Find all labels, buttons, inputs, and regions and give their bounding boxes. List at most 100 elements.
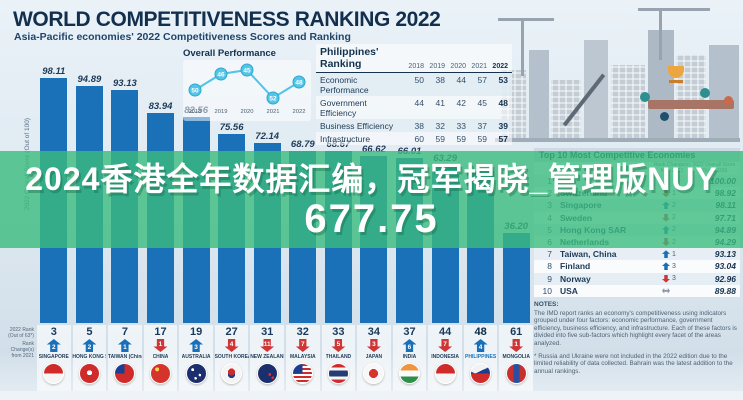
top10-row: 8 Finland 3 93.04 xyxy=(534,260,740,273)
economy-column: 3 2 SINGAPORE xyxy=(37,325,71,391)
economy-column: 71 TAIWAN (China) xyxy=(108,325,142,391)
ph-factor-value: 44 xyxy=(414,97,424,108)
crane-icon xyxy=(498,18,554,21)
notes: NOTES: The IMD report ranks an economy's… xyxy=(534,301,738,380)
ph-factor-value: 32 xyxy=(435,120,445,131)
economy-column: 37 6 INDIA xyxy=(392,325,427,391)
flag-australia-icon xyxy=(185,363,207,384)
line-chart-canvas: 50 2018 46 2019 45 2020 52 2021 48 2022 xyxy=(183,60,311,121)
notes-title: NOTES: xyxy=(534,301,559,308)
flag-mongolia-icon xyxy=(505,363,527,384)
flag-malaysia-icon xyxy=(292,363,314,384)
ph-factor-value: 60 xyxy=(414,133,424,144)
economy-column: 32 7 MALAYSIA xyxy=(286,325,320,391)
score-value-label: 72.14 xyxy=(255,130,280,142)
building-shape xyxy=(611,65,645,140)
ph-factor-value: 59 xyxy=(456,133,466,144)
rank-2022: 27 xyxy=(225,326,238,338)
economy-name: NEW ZEALAND xyxy=(250,354,285,360)
ph-factor-label: Government Efficiency xyxy=(320,97,367,118)
crane-icon xyxy=(638,8,710,11)
ph-ranking-row: Infrastructure 60 59 59 59 57 xyxy=(316,132,512,145)
no-change-icon xyxy=(662,287,670,294)
rank-2022: 19 xyxy=(189,326,203,338)
rank-axis-label: 2022 Rank (Out of 63*) xyxy=(8,327,34,339)
flag-japan-icon xyxy=(363,363,385,384)
rank-2022: 34 xyxy=(367,326,381,338)
economy-name: CHINA xyxy=(152,354,169,360)
meeting-table xyxy=(648,100,734,109)
economy-name: PHILIPPINES xyxy=(465,354,497,360)
line-x-tick: 2020 xyxy=(241,109,254,115)
line-point-value: 48 xyxy=(295,79,303,86)
rank-up-icon: 1 xyxy=(117,339,132,352)
flag-thailand-icon xyxy=(327,363,349,384)
flag-new-zealand-icon xyxy=(256,363,278,384)
top10-change xyxy=(662,287,696,295)
line-chart-svg: 50 2018 46 2019 45 2020 52 2021 48 2022 xyxy=(188,63,306,115)
ph-factor-label: Economic Performance xyxy=(320,74,369,95)
rank-2022: 32 xyxy=(296,326,309,338)
economy-column: 48 4 PHILIPPINES xyxy=(463,325,498,391)
score-value-label: 83.94 xyxy=(148,101,173,113)
economy-name: TAIWAN (China) xyxy=(107,354,142,360)
top10-change-value: 3 xyxy=(672,275,676,283)
rank-down-icon: 7 xyxy=(438,339,453,352)
person-icon xyxy=(724,96,733,105)
line-point xyxy=(188,83,202,97)
rank-down-icon: 1 xyxy=(153,339,168,352)
top10-economy: Finland xyxy=(560,261,591,272)
line-point-value: 45 xyxy=(243,67,251,74)
ph-factor-value: 59 xyxy=(435,133,445,144)
line-point-value: 52 xyxy=(269,95,277,102)
page-title: WORLD COMPETITIVENESS RANKING 2022 xyxy=(13,8,441,31)
building-shape xyxy=(529,50,549,140)
rank-down-icon: 4 xyxy=(224,339,239,352)
ph-factor-value: 59 xyxy=(477,133,487,144)
top10-row: 7 Taiwan, China 1 93.13 xyxy=(534,248,740,261)
economy-column: 27 4 SOUTH KOREA xyxy=(215,325,249,391)
watermark-text-line2: 677.75 xyxy=(304,196,439,241)
ph-ranking-row: Business Efficiency 38 32 33 37 39 xyxy=(316,119,512,132)
top10-score: 92.96 xyxy=(714,273,736,284)
score-value-label: 98.11 xyxy=(42,65,66,77)
person-icon xyxy=(640,92,650,102)
rank-2022: 3 xyxy=(50,326,57,338)
trophy-icon xyxy=(669,80,683,83)
flag-south-korea-icon xyxy=(221,363,243,384)
ph-factor-value: 38 xyxy=(435,74,445,85)
rank-2022: 31 xyxy=(261,326,274,338)
score-value-label: 68.79 xyxy=(290,139,315,150)
top10-change-value: 1 xyxy=(672,250,676,258)
philippines-ranking-title: Philippines' Ranking xyxy=(320,46,379,70)
top10-score: 93.04 xyxy=(714,261,736,272)
ph-year-header: 2020 xyxy=(450,63,466,70)
rank-2022: 61 xyxy=(510,326,523,338)
top10-score: 89.88 xyxy=(714,285,736,296)
rank-up-icon: 4 xyxy=(473,339,488,352)
score-value-label: 93.13 xyxy=(113,78,137,90)
rank-2022: 7 xyxy=(121,326,128,338)
rank-down-icon: 7 xyxy=(295,339,310,352)
crane-icon xyxy=(521,18,524,76)
watermark-text-line1: 2024香港全年数据汇编，冠军揭晓_管理版NUY xyxy=(25,160,718,197)
rank-2022: 44 xyxy=(438,326,452,338)
person-icon xyxy=(660,112,669,121)
economy-column: 34 3 JAPAN xyxy=(357,325,391,391)
economy-name: HONG KONG SAR xyxy=(72,354,106,360)
flag-taiwan-icon xyxy=(114,363,136,384)
economy-column: 31 11 NEW ZEALAND xyxy=(250,325,284,391)
ph-factor-label: Business Efficiency xyxy=(320,120,394,131)
rank-down-icon: 1 xyxy=(509,339,524,352)
economy-name: INDIA xyxy=(402,354,417,360)
flag-china-icon xyxy=(149,363,171,384)
line-x-tick: 2019 xyxy=(215,109,228,115)
ph-year-header: 2019 xyxy=(429,63,445,70)
ph-factor-value: 57 xyxy=(477,74,487,85)
philippines-ranking-header: Philippines' Ranking 2018 2019 2020 2021 202… xyxy=(316,44,512,73)
ph-ranking-row: Economic Performance 50 38 44 57 53 xyxy=(316,73,512,96)
rank-up-icon: 3 xyxy=(189,339,204,352)
score-value-label: 66.62 xyxy=(362,144,386,156)
ph-factor-value: 57 xyxy=(498,133,508,144)
top10-row: 9 Norway 3 92.96 xyxy=(534,272,740,285)
